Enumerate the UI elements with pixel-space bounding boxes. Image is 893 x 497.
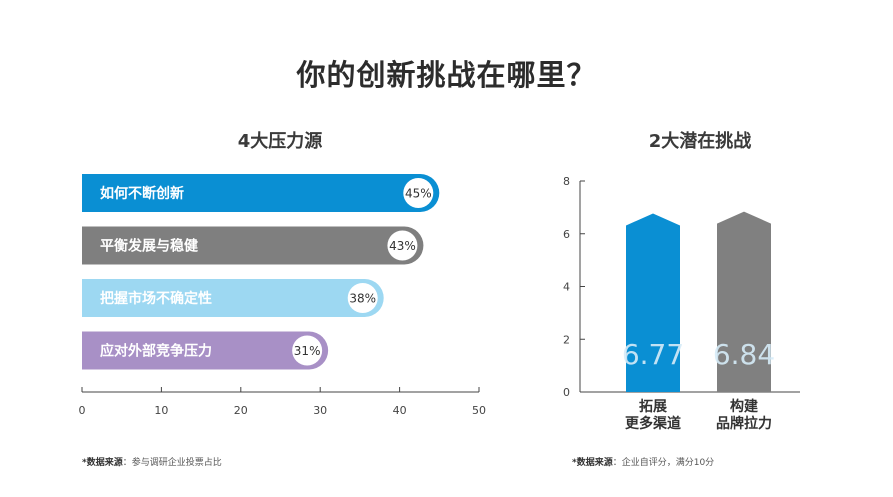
x-tick-label: 30 [313,404,327,417]
bar [82,331,329,370]
value-label-circle [387,230,418,261]
x-tick-label: 10 [154,404,168,417]
value-label: 31% [294,344,321,358]
y-tick-label: 8 [563,175,570,188]
left-chart-title: 4大压力源 [237,131,323,152]
bar [82,226,424,265]
value-label: 6.84 [713,338,775,371]
category-label: 更多渠道 [625,415,681,432]
x-tick-label: 50 [472,404,486,417]
value-label-circle [403,178,434,208]
bar [626,213,680,392]
bar [82,174,440,212]
value-label: 43% [389,239,416,253]
category-label: 如何不断创新 [100,185,184,202]
right-footnote-label: *数据来源 [572,458,613,468]
left-footnote: *数据来源：参与调研企业投票占比 [82,455,222,468]
x-tick-label: 0 [79,404,86,417]
bar [717,211,771,392]
category-label: 平衡发展与稳健 [100,238,198,255]
y-tick-label: 6 [563,228,570,241]
right-footnote-text: ：企业自评分，满分10分 [612,458,715,468]
value-label-circle [347,283,378,313]
value-label: 38% [349,292,376,306]
right-footnote: *数据来源：企业自评分，满分10分 [572,455,714,468]
value-label: 45% [405,187,432,201]
left-footnote-text: ：参与调研企业投票占比 [122,458,222,468]
value-label: 6.77 [622,338,684,371]
category-label: 拓展 [639,398,667,415]
x-tick-label: 40 [393,404,407,417]
bar [82,279,384,317]
left-footnote-label: *数据来源 [82,458,123,468]
category-label: 把握市场不确定性 [100,290,212,307]
category-label: 构建 [730,398,758,415]
category-label: 应对外部竞争压力 [100,343,212,360]
y-tick-label: 2 [563,333,570,346]
page-title: 你的创新挑战在哪里？ [296,58,597,92]
value-label-circle [292,335,323,366]
x-tick-label: 20 [234,404,248,417]
y-tick-label: 4 [563,281,570,294]
category-label: 品牌拉力 [716,415,772,432]
y-tick-label: 0 [563,386,570,399]
right-chart-title: 2大潜在挑战 [648,131,752,152]
